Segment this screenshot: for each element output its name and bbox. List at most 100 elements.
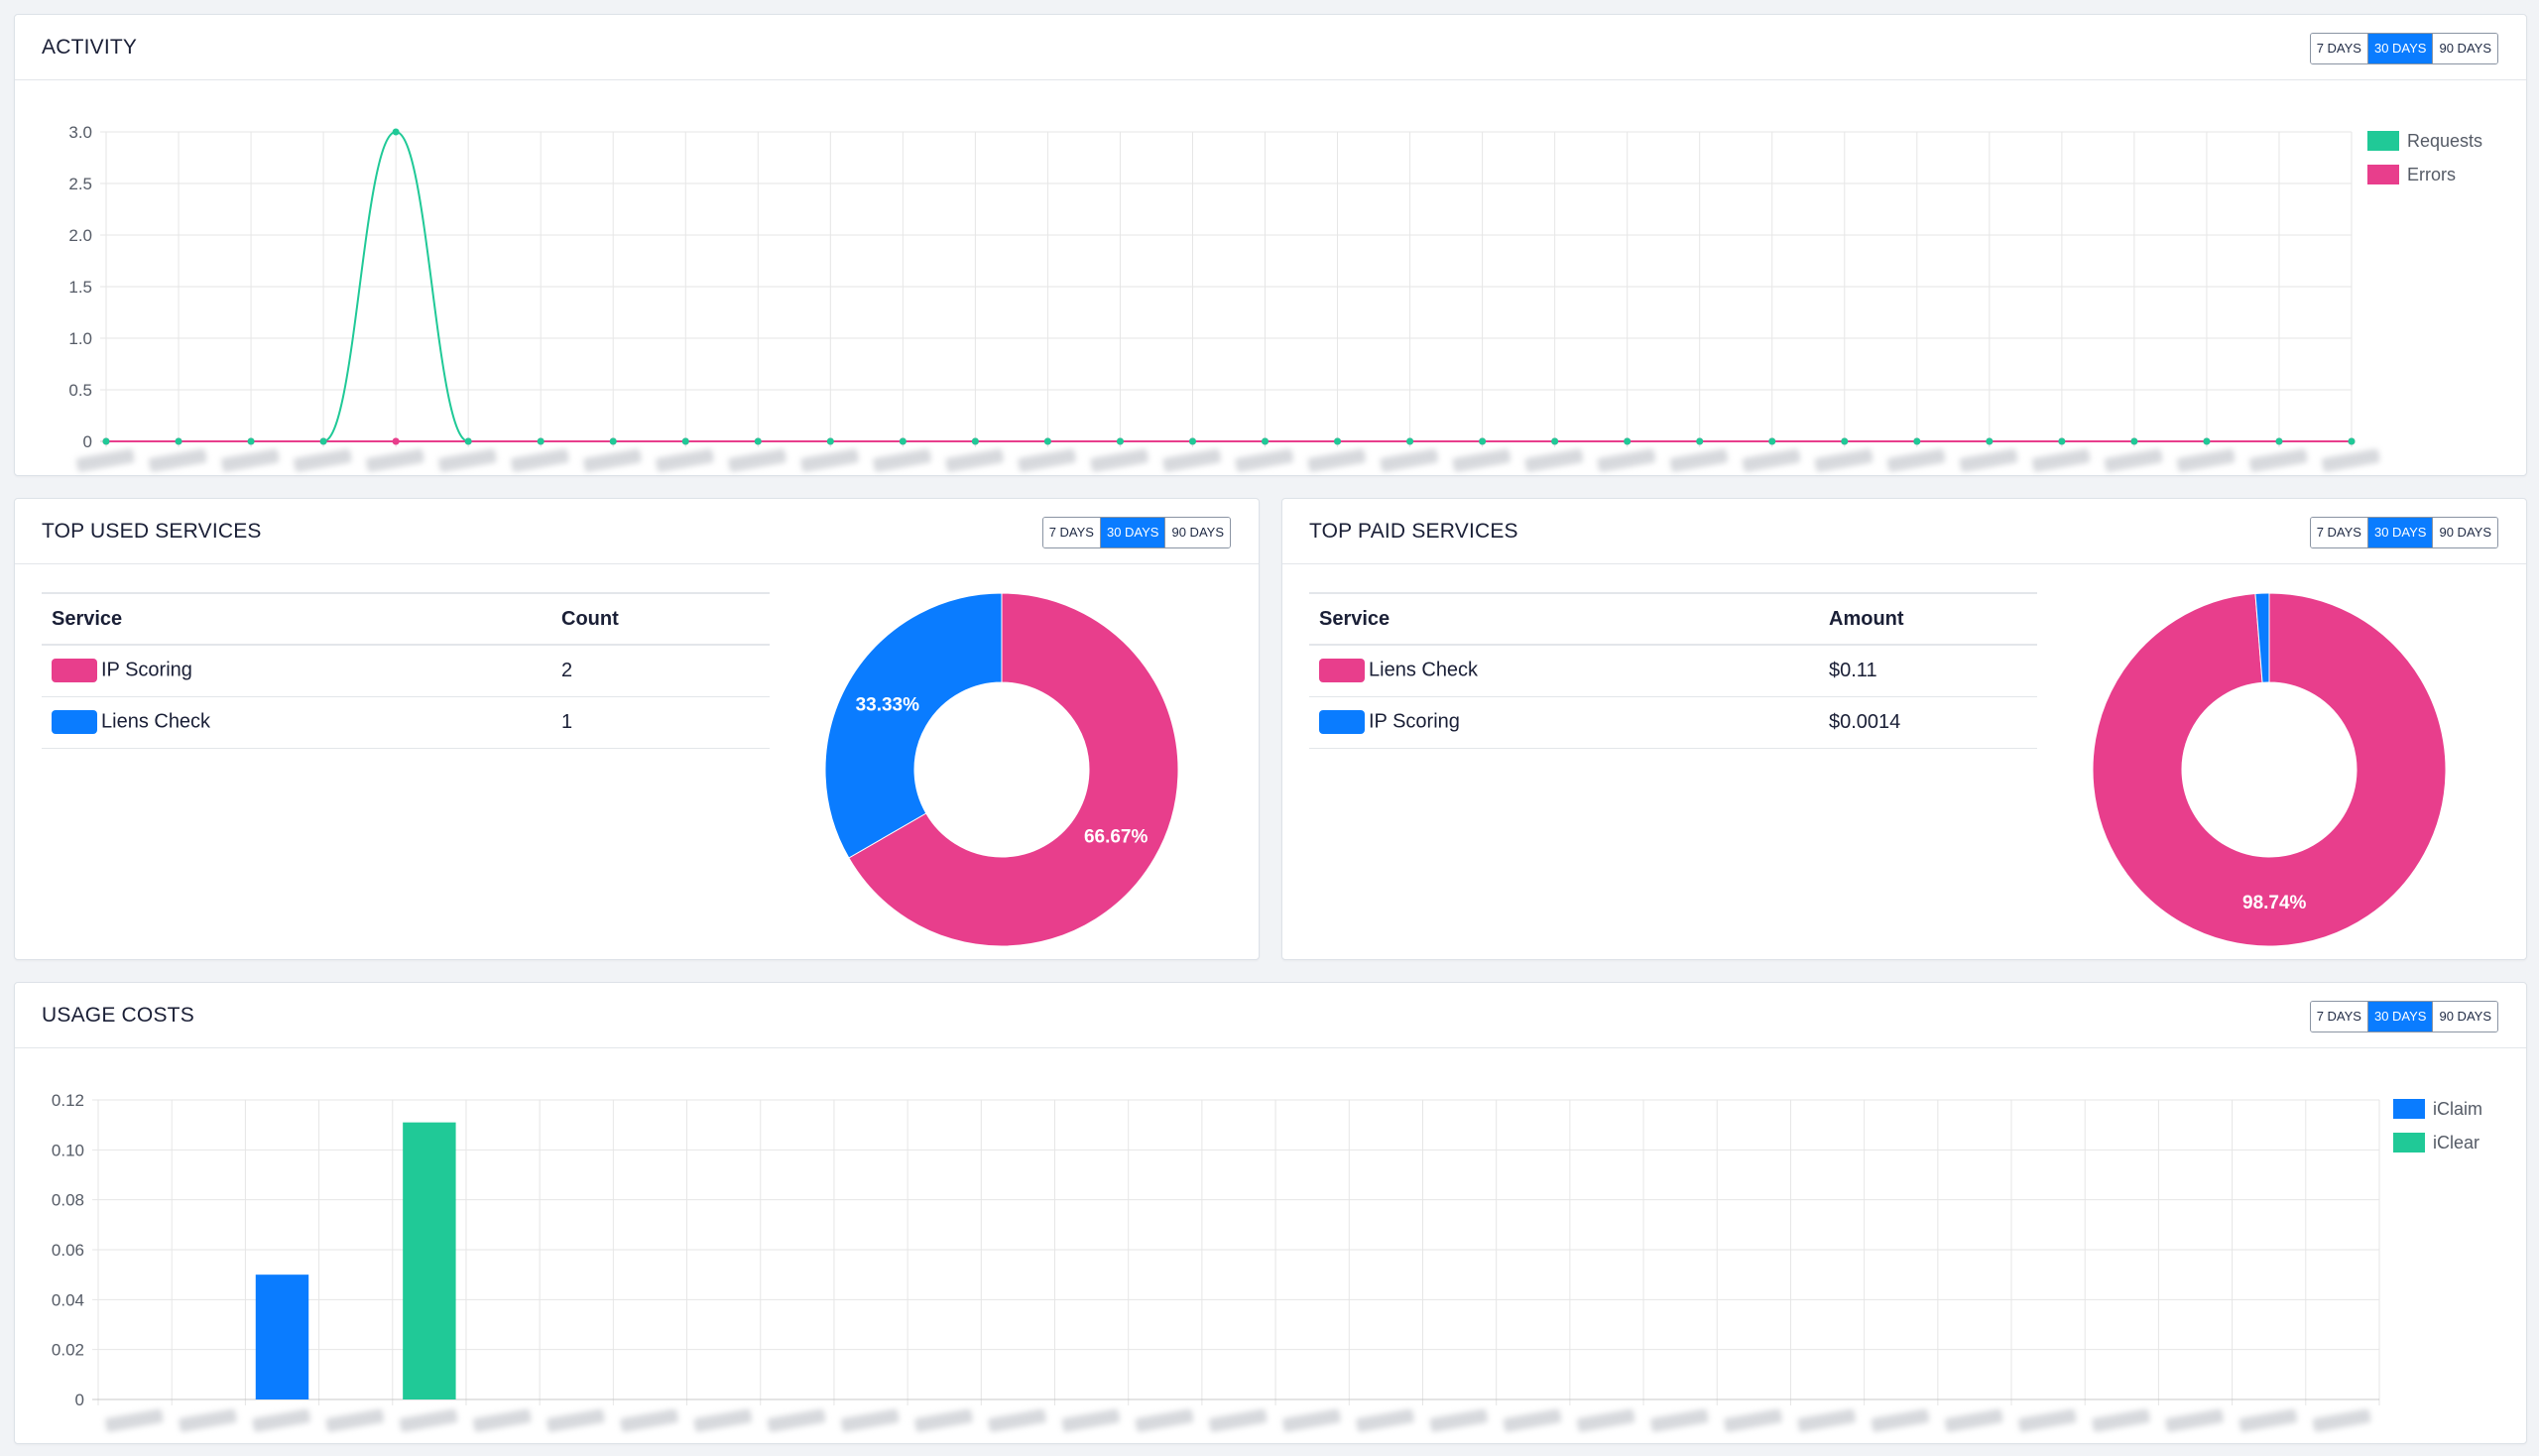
x-tick-label bbox=[511, 448, 569, 472]
data-point-requests bbox=[319, 437, 327, 445]
x-tick-label bbox=[75, 448, 135, 472]
x-tick-label bbox=[1871, 1408, 1930, 1432]
top-paid-header: TOP PAID SERVICES 7 DAYS 30 DAYS 90 DAYS bbox=[1282, 499, 2526, 564]
y-tick-label: 0 bbox=[75, 1391, 84, 1409]
donut-percent-label: 66.67% bbox=[1084, 827, 1149, 848]
x-tick-label bbox=[1090, 448, 1149, 472]
legend-item-iclear[interactable]: iClear bbox=[2393, 1126, 2482, 1159]
x-tick-label bbox=[366, 448, 424, 472]
x-tick-label bbox=[583, 448, 642, 472]
x-tick-label bbox=[800, 448, 859, 472]
top-used-table: Service Count IP Scoring 2 Liens Check 1 bbox=[42, 592, 770, 749]
legend-item-requests[interactable]: Requests bbox=[2367, 124, 2482, 158]
top-used-services-card: TOP USED SERVICES 7 DAYS 30 DAYS 90 DAYS… bbox=[14, 498, 1260, 960]
legend-label-iclear: iClear bbox=[2433, 1132, 2480, 1153]
x-tick-label bbox=[325, 1408, 385, 1432]
x-tick-label bbox=[1886, 448, 1946, 472]
x-tick-label bbox=[2104, 448, 2163, 472]
usage-7-days-button[interactable]: 7 DAYS bbox=[2310, 1002, 2368, 1031]
data-point-requests bbox=[826, 437, 834, 445]
x-tick-label bbox=[620, 1408, 678, 1432]
x-tick-label bbox=[2176, 448, 2236, 472]
table-row: IP Scoring 2 bbox=[42, 645, 770, 697]
activity-90-days-button[interactable]: 90 DAYS bbox=[2433, 34, 2497, 63]
requests-swatch bbox=[2367, 131, 2399, 151]
y-tick-label: 0.06 bbox=[52, 1241, 84, 1260]
x-tick-label bbox=[656, 448, 714, 472]
table-row: Liens Check $0.11 bbox=[1309, 645, 2037, 697]
donut-slice-ip-scoring bbox=[848, 592, 1179, 947]
x-tick-label bbox=[1669, 448, 1729, 472]
usage-costs-card: USAGE COSTS 7 DAYS 30 DAYS 90 DAYS 0 0.02… bbox=[14, 982, 2527, 1444]
top-used-30-days-button[interactable]: 30 DAYS bbox=[1100, 518, 1166, 547]
activity-range-selector: 7 DAYS 30 DAYS 90 DAYS bbox=[2309, 33, 2498, 64]
data-point-requests bbox=[1406, 437, 1414, 445]
activity-header: ACTIVITY 7 DAYS 30 DAYS 90 DAYS bbox=[15, 15, 2526, 80]
donut-percent-label: 33.33% bbox=[856, 695, 920, 716]
data-point-requests bbox=[1768, 437, 1776, 445]
x-tick-label bbox=[1742, 448, 1801, 472]
service-name: Liens Check bbox=[101, 710, 211, 733]
data-point-requests bbox=[971, 437, 979, 445]
activity-7-days-button[interactable]: 7 DAYS bbox=[2310, 34, 2368, 63]
x-tick-label bbox=[2165, 1408, 2225, 1432]
x-tick-label bbox=[1208, 1408, 1268, 1432]
legend-label-errors: Errors bbox=[2407, 164, 2456, 184]
x-tick-label bbox=[873, 448, 931, 472]
x-tick-label bbox=[2248, 448, 2308, 472]
y-tick-label: 0.04 bbox=[52, 1290, 84, 1309]
x-tick-label bbox=[148, 448, 207, 472]
usage-30-days-button[interactable]: 30 DAYS bbox=[2367, 1002, 2434, 1031]
usage-90-days-button[interactable]: 90 DAYS bbox=[2433, 1002, 2497, 1031]
x-tick-label bbox=[1061, 1408, 1121, 1432]
data-point-requests bbox=[2275, 437, 2283, 445]
data-point-requests bbox=[1334, 437, 1342, 445]
x-tick-label bbox=[840, 1408, 900, 1432]
x-tick-label bbox=[1162, 448, 1221, 472]
x-tick-labels-blurred bbox=[75, 448, 2380, 472]
data-point-requests bbox=[2203, 437, 2211, 445]
legend-label-requests: Requests bbox=[2407, 130, 2483, 151]
x-tick-label bbox=[2031, 448, 2091, 472]
x-tick-label bbox=[2238, 1408, 2298, 1432]
activity-30-days-button[interactable]: 30 DAYS bbox=[2367, 34, 2434, 63]
usage-costs-range-selector: 7 DAYS 30 DAYS 90 DAYS bbox=[2309, 1001, 2498, 1032]
top-paid-donut-chart: 98.74% bbox=[2092, 592, 2447, 947]
x-tick-label bbox=[2092, 1408, 2150, 1432]
x-tick-label bbox=[293, 448, 352, 472]
x-tick-label bbox=[1356, 1408, 1414, 1432]
x-tick-label bbox=[2018, 1408, 2077, 1432]
column-service: Service bbox=[42, 592, 551, 646]
top-paid-90-days-button[interactable]: 90 DAYS bbox=[2433, 518, 2497, 547]
x-tick-label bbox=[1235, 448, 1294, 472]
data-point-requests bbox=[681, 437, 689, 445]
x-tick-label bbox=[1724, 1408, 1782, 1432]
count-cell: 1 bbox=[551, 696, 770, 749]
x-tick-label bbox=[220, 448, 280, 472]
y-tick-label: 1.5 bbox=[68, 278, 92, 297]
x-tick-label bbox=[1959, 448, 2018, 472]
table-header-row: Service Amount bbox=[1309, 592, 2037, 646]
legend-item-iclaim[interactable]: iClaim bbox=[2393, 1092, 2482, 1126]
legend-item-errors[interactable]: Errors bbox=[2367, 158, 2482, 191]
x-tick-label bbox=[1524, 448, 1584, 472]
data-point-requests bbox=[102, 437, 110, 445]
bar-iclaim bbox=[255, 1274, 309, 1399]
data-point-requests bbox=[247, 437, 255, 445]
y-tick-label: 0.08 bbox=[52, 1191, 84, 1210]
count-cell: 2 bbox=[551, 645, 770, 697]
top-paid-30-days-button[interactable]: 30 DAYS bbox=[2367, 518, 2434, 547]
top-used-90-days-button[interactable]: 90 DAYS bbox=[1165, 518, 1230, 547]
y-tick-label: 0.10 bbox=[52, 1141, 84, 1159]
data-point-requests bbox=[609, 437, 617, 445]
data-point-requests bbox=[1986, 437, 1994, 445]
x-tick-label bbox=[693, 1408, 753, 1432]
usage-legend: iClaim iClear bbox=[2393, 1092, 2482, 1159]
x-tick-label bbox=[1307, 448, 1367, 472]
donut-slice-liens-check bbox=[2092, 592, 2447, 947]
top-paid-7-days-button[interactable]: 7 DAYS bbox=[2310, 518, 2368, 547]
top-used-title: TOP USED SERVICES bbox=[42, 520, 262, 543]
top-used-7-days-button[interactable]: 7 DAYS bbox=[1042, 518, 1101, 547]
x-tick-label bbox=[1429, 1408, 1489, 1432]
data-point-errors bbox=[392, 437, 400, 445]
